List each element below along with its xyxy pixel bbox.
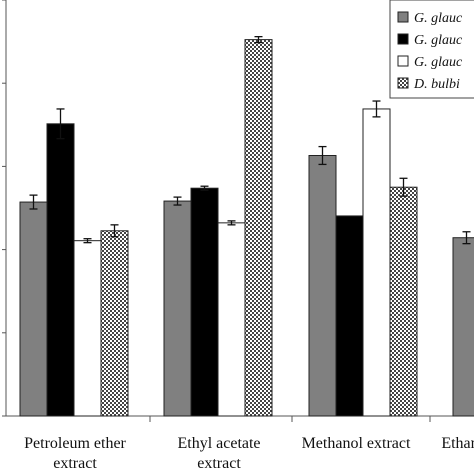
bar-series1-cat1 bbox=[19, 201, 48, 417]
legend-label-4: D. bulbi bbox=[413, 77, 460, 92]
bar-series2-cat1 bbox=[46, 123, 75, 417]
legend-swatch-3 bbox=[397, 55, 409, 67]
legend-swatch-2 bbox=[397, 33, 409, 45]
bar-series2-cat3 bbox=[335, 215, 364, 417]
bar-series1-cat2 bbox=[163, 200, 192, 417]
legend: G. glauc G. glauc G. glauc D. bulbi bbox=[389, 0, 474, 99]
bar-series4-cat1 bbox=[100, 230, 129, 417]
category-label-4-line-1: Ethan bbox=[441, 435, 474, 452]
bar-series3-cat2 bbox=[217, 222, 246, 417]
category-label-2-line-1: Ethyl acetate bbox=[177, 435, 260, 452]
legend-label-2: G. glauc bbox=[414, 33, 463, 48]
category-label-2-line-2: extract bbox=[197, 455, 241, 472]
bar-series3-cat3 bbox=[362, 108, 391, 417]
legend-label-3: G. glauc bbox=[414, 55, 463, 70]
legend-swatch-1 bbox=[397, 11, 409, 23]
bars-group bbox=[19, 35, 474, 417]
legend-label-1: G. glauc bbox=[414, 11, 463, 26]
category-label-1-line-2: extract bbox=[53, 455, 97, 472]
bar-series2-cat2 bbox=[190, 187, 219, 417]
bar-series4-cat3 bbox=[389, 186, 418, 417]
bar-series1-cat4 bbox=[452, 237, 474, 417]
bar-series3-cat1 bbox=[73, 240, 102, 417]
category-label-3-line-1: Methanol extract bbox=[302, 435, 411, 452]
category-labels: Petroleum ether extract Ethyl acetate extra… bbox=[24, 435, 474, 472]
category-label-1-line-1: Petroleum ether bbox=[24, 435, 126, 452]
legend-swatch-4 bbox=[397, 77, 409, 89]
bar-series4-cat2 bbox=[244, 39, 273, 417]
bar-series1-cat3 bbox=[308, 155, 337, 417]
